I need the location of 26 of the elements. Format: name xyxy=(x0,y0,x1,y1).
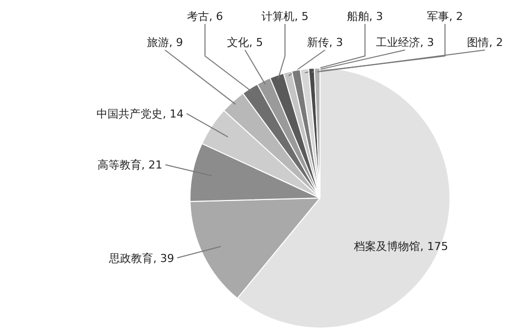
slice-label: 中国共产党史 xyxy=(96,108,163,121)
data-label: , 9 xyxy=(169,36,183,49)
data-label: , 3 xyxy=(329,36,343,49)
data-label: , 3 xyxy=(369,10,383,23)
slice-label: 新传 xyxy=(307,36,329,49)
slice-label: 高等教育 xyxy=(97,158,142,172)
data-label: , 5 xyxy=(249,36,263,49)
data-label: , 5 xyxy=(294,10,308,23)
slice-label: 军事 xyxy=(427,10,449,23)
data-label: , 21 xyxy=(141,158,162,172)
slice-label: 计算机 xyxy=(262,10,294,23)
data-label: , 2 xyxy=(449,10,463,23)
data-label: , 14 xyxy=(162,108,184,121)
data-label: , 39 xyxy=(153,252,174,265)
data-label: , 3 xyxy=(420,36,434,49)
slice-label: 图情 xyxy=(467,36,489,49)
data-label: , 6 xyxy=(209,10,223,23)
slice-label: 考古 xyxy=(187,10,209,23)
slice-label: 档案及博物馆 xyxy=(353,240,420,253)
slice-label: 旅游 xyxy=(147,36,169,49)
slice-label: 思政教育 xyxy=(108,252,154,265)
data-label: , 175 xyxy=(420,240,448,253)
slice-label: 工业经济 xyxy=(376,36,420,49)
slice-label: 文化 xyxy=(227,36,249,49)
data-label: , 2 xyxy=(489,36,503,49)
slice-label: 船舶 xyxy=(347,10,369,23)
